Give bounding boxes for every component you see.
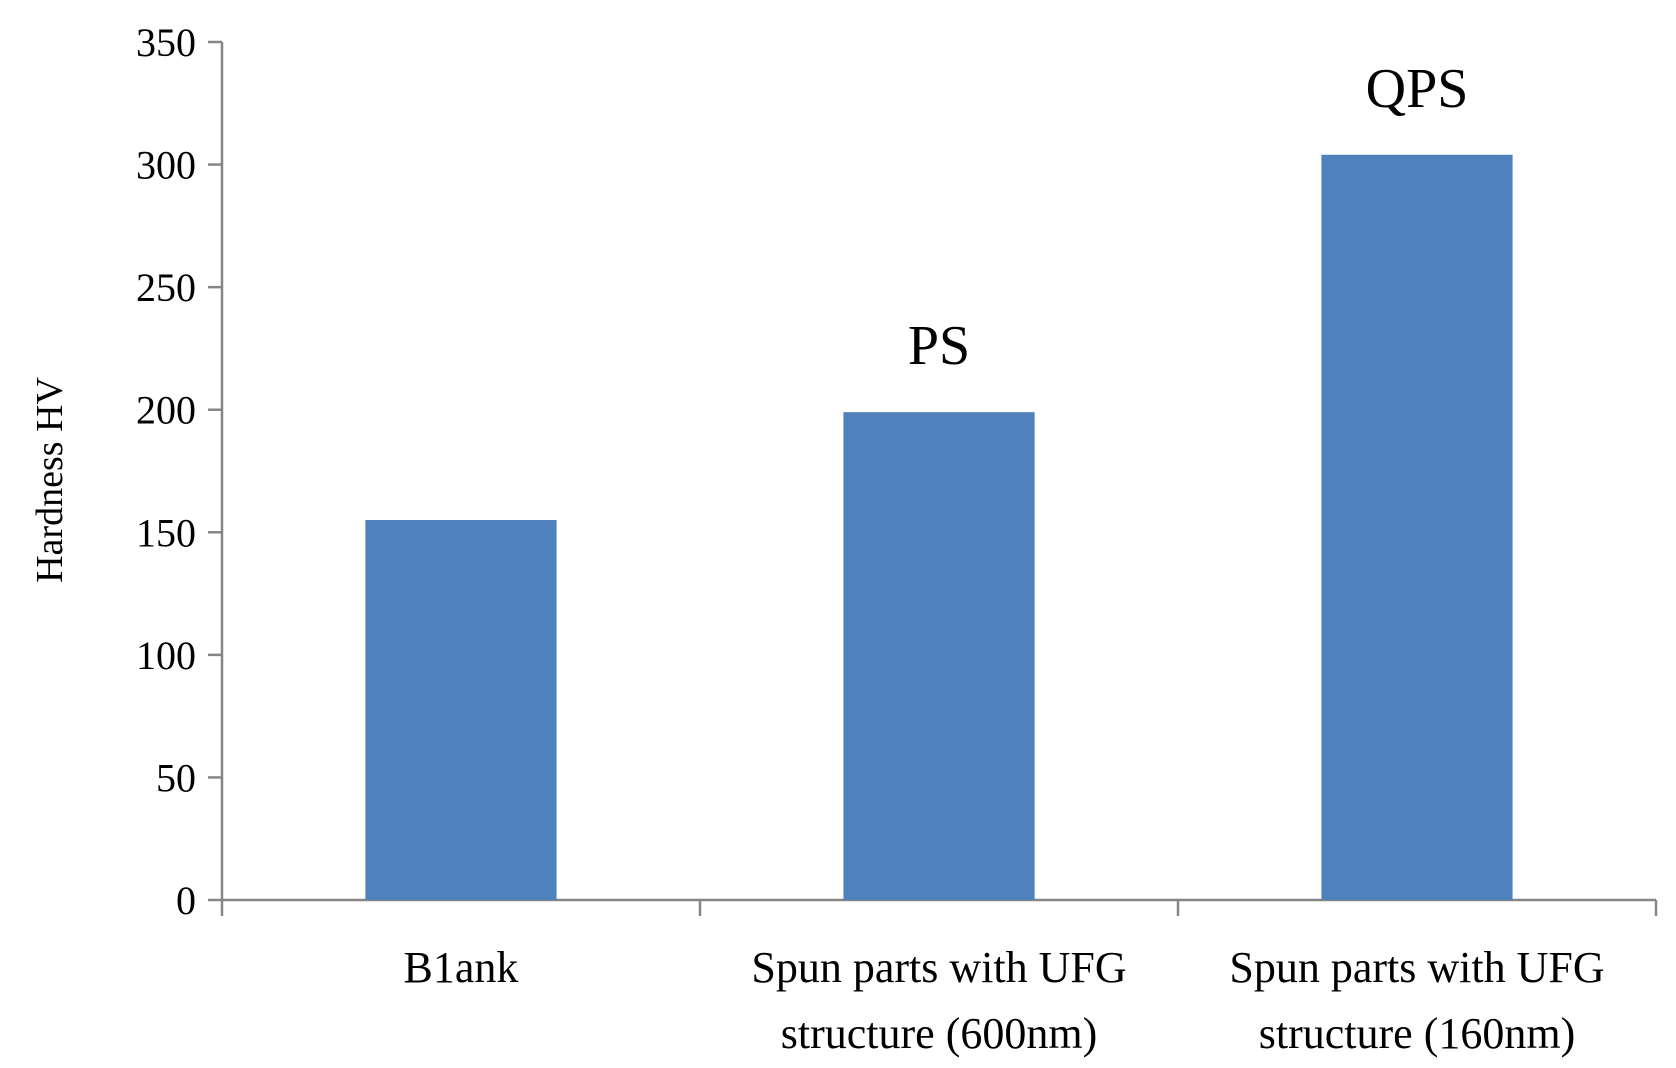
bars xyxy=(365,154,1513,900)
x-category-label: B1ank xyxy=(404,943,519,992)
bar xyxy=(1321,154,1513,900)
y-tick-label: 150 xyxy=(136,510,196,555)
y-tick-label: 350 xyxy=(136,20,196,65)
y-tick-label: 50 xyxy=(156,755,196,800)
y-tick-label: 200 xyxy=(136,388,196,433)
labels: 0 50 100 150 200 250 300 350 B1ank Spun parts wit… xyxy=(136,20,1605,1058)
y-tick-label: 100 xyxy=(136,633,196,678)
bar-annotation: QPS xyxy=(1366,58,1469,120)
y-tick-label: 0 xyxy=(176,878,196,923)
bar xyxy=(843,412,1035,900)
y-tick-label: 300 xyxy=(136,143,196,188)
bar-annotation: PS xyxy=(908,315,970,377)
bar xyxy=(365,520,557,900)
y-tick-label: 250 xyxy=(136,265,196,310)
x-category-label: Spun parts with UFG structure (600nm) xyxy=(751,943,1126,1058)
x-category-label: Spun parts with UFG structure (160nm) xyxy=(1229,943,1604,1058)
y-axis-title: Hardness HV xyxy=(29,377,71,583)
